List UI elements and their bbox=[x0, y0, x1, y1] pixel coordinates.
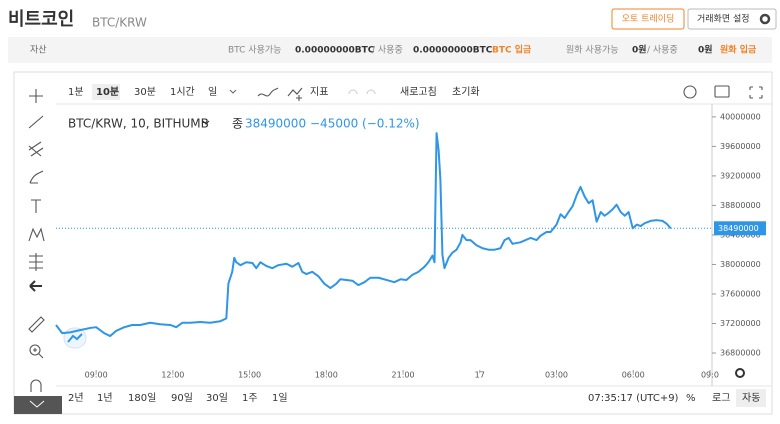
overlay-icon bbox=[67, 333, 83, 343]
fullscreen-icon[interactable] bbox=[749, 86, 763, 99]
interval-button[interactable]: 30분 bbox=[134, 86, 156, 98]
close-value: 38490000 bbox=[245, 117, 306, 131]
drawing-tools[interactable] bbox=[14, 89, 62, 414]
x-tick-label: 17 bbox=[475, 371, 485, 380]
asset-value: 0.00000000BTC bbox=[295, 46, 375, 56]
clock: 07:35:17 (UTC+9) bbox=[588, 393, 679, 404]
close-label: 종 bbox=[232, 117, 243, 131]
y-tick-label: 39600000 bbox=[720, 142, 761, 151]
y-tick-label: 37600000 bbox=[720, 289, 761, 298]
legend-chevron[interactable] bbox=[202, 120, 210, 125]
y-tick-label: 38800000 bbox=[720, 201, 761, 210]
y-tick-label: 39200000 bbox=[720, 171, 761, 180]
button-frame bbox=[611, 8, 685, 30]
last-price-tag bbox=[714, 221, 766, 236]
crosshair-icon bbox=[29, 89, 43, 103]
magnet-icon bbox=[30, 379, 42, 392]
asset-label: / 사용중 bbox=[647, 45, 678, 56]
range-button[interactable]: 30일 bbox=[206, 392, 228, 404]
button-label: 오토 트레이딩 bbox=[622, 14, 675, 25]
range-button[interactable]: 1일 bbox=[272, 392, 288, 404]
undo-redo-icons[interactable] bbox=[348, 89, 376, 95]
asset-label: BTC 사용가능 bbox=[228, 45, 281, 56]
settings-button[interactable]: 거래화면 설정 bbox=[687, 8, 777, 30]
x-tick-label: 15:00 bbox=[238, 371, 261, 380]
ruler-icon bbox=[28, 316, 45, 333]
option-selected bbox=[736, 389, 766, 407]
gear-icon bbox=[759, 13, 771, 25]
range-button[interactable]: 180일 bbox=[128, 392, 156, 404]
asset-value: 0원 bbox=[632, 44, 647, 56]
asset-bar bbox=[8, 37, 772, 63]
button-frame bbox=[687, 8, 777, 30]
x-tick-label: 03:00 bbox=[545, 371, 568, 380]
interval-button[interactable]: 1분 bbox=[68, 86, 84, 98]
x-tick-label: 06:00 bbox=[622, 371, 645, 380]
refresh-button[interactable]: 새로고침 bbox=[400, 86, 437, 98]
deposit-link[interactable]: BTC 입금 bbox=[492, 44, 532, 56]
text-icon bbox=[31, 199, 41, 213]
measure-icon bbox=[29, 253, 43, 271]
trendline-icon bbox=[28, 115, 44, 129]
change-value: −45000 (−0.12%) bbox=[310, 117, 420, 131]
y-tick-label: 38000000 bbox=[720, 260, 761, 269]
interval-button[interactable]: 10분 bbox=[96, 86, 119, 98]
zoom-icon-detail bbox=[33, 348, 44, 359]
x-tick-label: 09:0 bbox=[701, 371, 719, 380]
button-label: 거래화면 설정 bbox=[697, 14, 750, 25]
y-tick-label: 36800000 bbox=[720, 349, 761, 358]
collapse-bar bbox=[14, 396, 62, 414]
option-button[interactable]: 자동 bbox=[742, 392, 760, 404]
chart-panel bbox=[13, 71, 773, 415]
brush-icon bbox=[29, 170, 44, 184]
x-tick-label: 18:00 bbox=[315, 371, 338, 380]
y-tick-label: 37200000 bbox=[720, 319, 761, 328]
deposit-link[interactable]: 원화 입금 bbox=[720, 44, 757, 56]
range-button[interactable]: 1년 bbox=[97, 392, 113, 404]
range-button[interactable]: 90일 bbox=[171, 392, 193, 404]
asset-value: 0원 bbox=[698, 44, 713, 56]
page-subtitle: BTC/KRW bbox=[92, 16, 147, 30]
option-button[interactable]: 로그 bbox=[712, 393, 730, 404]
camera-icon[interactable] bbox=[714, 85, 730, 98]
zoom-icon bbox=[29, 344, 41, 356]
indicator-icon bbox=[287, 87, 303, 101]
collapse-icon bbox=[29, 400, 45, 408]
x-tick-label: 12:00 bbox=[161, 371, 184, 380]
asset-label: / 사용중 bbox=[372, 45, 403, 56]
interval-selected bbox=[92, 84, 120, 100]
range-button[interactable]: 2년 bbox=[68, 392, 84, 404]
option-button[interactable]: % bbox=[686, 393, 696, 404]
last-price-label: 38490000 bbox=[718, 224, 759, 233]
interval-button[interactable]: 1시간 bbox=[170, 86, 195, 98]
settings-icon[interactable] bbox=[683, 85, 697, 99]
page-title: 비트코인 bbox=[8, 9, 74, 30]
asset-label: 원화 사용가능 bbox=[566, 45, 619, 56]
asset-label: 자산 bbox=[30, 45, 47, 56]
asset-row: 자산 BTC 사용가능 0.00000000BTC / 사용중 0.000000… bbox=[30, 44, 757, 56]
chart-style-icon[interactable] bbox=[257, 87, 279, 97]
chart-legend: BTC/KRW, 10, BITHUMB bbox=[68, 117, 209, 131]
price-line bbox=[55, 132, 672, 338]
x-tick-label: 09:00 bbox=[85, 371, 108, 380]
range-button[interactable]: 1주 bbox=[242, 393, 258, 404]
pattern-icon bbox=[28, 227, 45, 242]
fib-icon bbox=[28, 141, 44, 157]
auto-trading-button[interactable]: 오토 트레이딩 bbox=[611, 8, 685, 30]
x-tick-label: 21:00 bbox=[392, 371, 415, 380]
axis-settings-icon[interactable] bbox=[735, 368, 745, 378]
y-tick-label: 40000000 bbox=[720, 112, 761, 121]
indicator-button[interactable]: 지표 bbox=[310, 86, 328, 98]
back-icon bbox=[29, 280, 42, 292]
interval-chevron[interactable] bbox=[229, 89, 237, 94]
asset-value: 0.00000000BTC bbox=[413, 46, 493, 56]
interval-button[interactable]: 일 bbox=[208, 86, 217, 98]
reset-button[interactable]: 초기화 bbox=[452, 86, 480, 98]
